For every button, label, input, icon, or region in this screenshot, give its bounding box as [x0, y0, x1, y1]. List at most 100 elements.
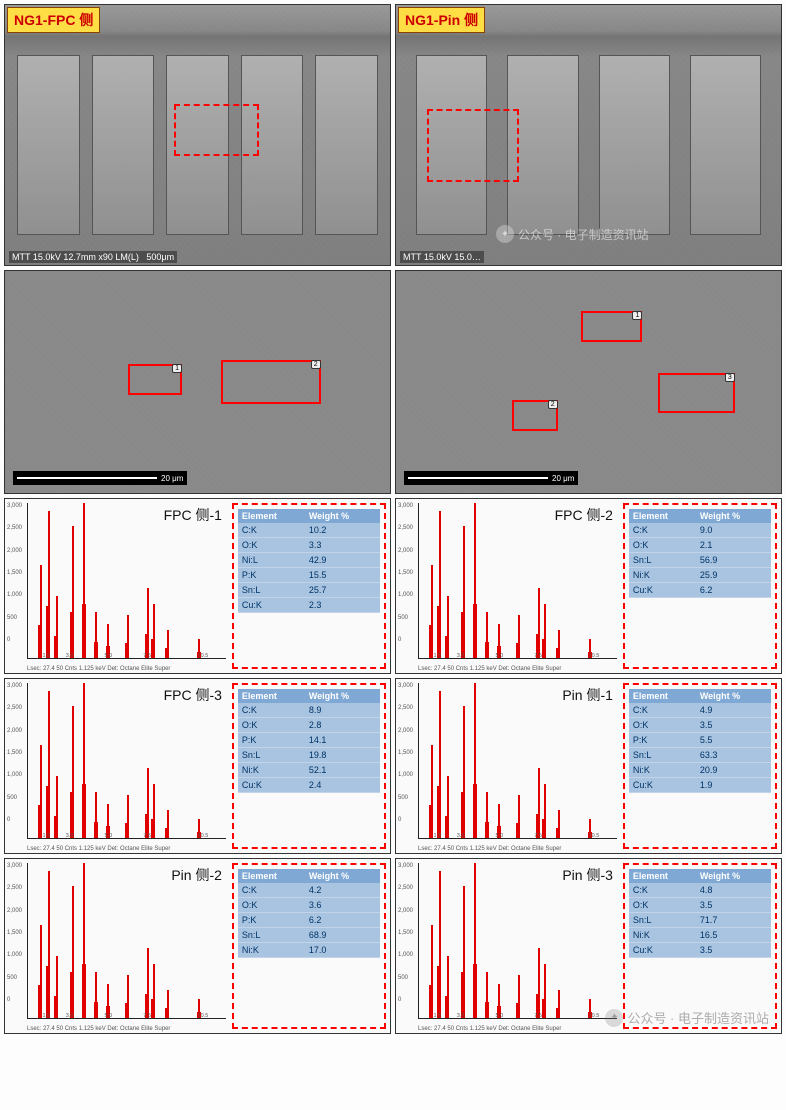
- peak-base: [46, 606, 50, 658]
- table-cell: O:K: [629, 898, 696, 913]
- peak-base: [437, 786, 441, 838]
- table-cell: 2.3: [305, 598, 380, 613]
- pin: [17, 55, 80, 235]
- table-header: Element: [238, 869, 305, 883]
- caption-text: MTT 15.0kV 15.0…: [403, 252, 481, 262]
- scalebar-line: [408, 477, 548, 479]
- y-ticks: 3,0002,5002,0001,5001,0005000: [398, 683, 413, 823]
- table-cell: O:K: [629, 718, 696, 733]
- table-cell: Sn:L: [238, 928, 305, 943]
- pin: [315, 55, 378, 235]
- table-row: P:K15.5: [238, 568, 380, 583]
- element-table: ElementWeight %C:K4.9O:K3.5P:K5.5Sn:L63.…: [629, 689, 771, 793]
- table-cell: 10.2: [305, 523, 380, 538]
- spectrum-panel: FPC 侧-23,0002,5002,0001,5001,00050001.53…: [395, 498, 782, 674]
- spectrum-panel: Pin 侧-13,0002,5002,0001,5001,00050001.53…: [395, 678, 782, 854]
- table-cell: 6.2: [305, 913, 380, 928]
- element-table: ElementWeight %C:K8.9O:K2.8P:K14.1Sn:L19…: [238, 689, 380, 793]
- table-cell: 4.9: [696, 703, 771, 718]
- sem-detail-image: 20 μm 123: [396, 271, 781, 493]
- sem-detail-image: 20 μm 1 2: [5, 271, 390, 493]
- spectrum-chart: [418, 503, 617, 659]
- roi-box: 1: [128, 364, 182, 395]
- sem-overview-pin: ✦ 公众号 · 电子制造资讯站 NG1-Pin 侧 MTT 15.0kV 15.…: [395, 4, 782, 266]
- table-header: Weight %: [696, 689, 771, 703]
- spectrum-panel: FPC 侧-13,0002,5002,0001,5001,00050001.53…: [4, 498, 391, 674]
- spectrum-footer: Lsec: 27.4 50 Cnts 1.125 keV Det: Octane…: [27, 666, 170, 672]
- peak-base: [46, 786, 50, 838]
- peak-base: [46, 966, 50, 1018]
- table-row: Cu:K2.3: [238, 598, 380, 613]
- watermark-text: 公众号 · 电子制造资讯站: [518, 226, 649, 243]
- table-row: Cu:K3.5: [629, 943, 771, 958]
- sem-detail-row: 20 μm 12 20 μm 123: [4, 270, 782, 494]
- table-header: Element: [629, 689, 696, 703]
- table-header: Element: [238, 509, 305, 523]
- table-row: Ni:L42.9: [238, 553, 380, 568]
- table-header: Element: [629, 509, 696, 523]
- table-cell: P:K: [238, 913, 305, 928]
- table-cell: Ni:K: [238, 763, 305, 778]
- table-header: Weight %: [305, 869, 380, 883]
- table-cell: C:K: [238, 883, 305, 898]
- peak-base: [461, 972, 465, 1018]
- scalebar-label: 20 μm: [161, 474, 183, 483]
- table-cell: 2.8: [305, 718, 380, 733]
- spectrum-row: Pin 侧-23,0002,5002,0001,5001,00050001.53…: [4, 858, 782, 1034]
- table-cell: 20.9: [696, 763, 771, 778]
- table-row: P:K5.5: [629, 733, 771, 748]
- table-row: O:K2.8: [238, 718, 380, 733]
- table-row: Sn:L25.7: [238, 583, 380, 598]
- element-table: ElementWeight %C:K10.2O:K3.3Ni:L42.9P:K1…: [238, 509, 380, 613]
- watermark-text: 公众号 · 电子制造资讯站: [627, 1008, 769, 1027]
- table-cell: Cu:K: [238, 598, 305, 613]
- watermark: ✦ 公众号 · 电子制造资讯站: [496, 225, 649, 243]
- element-table-area: ElementWeight %C:K4.8O:K3.5Sn:L71.7Ni:K1…: [623, 863, 777, 1029]
- scalebar: 20 μm: [13, 471, 187, 485]
- table-cell: Cu:K: [629, 778, 696, 793]
- x-ticks: 1.53.05.07.510.5: [27, 1013, 224, 1019]
- element-table-area: ElementWeight %C:K8.9O:K2.8P:K14.1Sn:L19…: [232, 683, 386, 849]
- table-row: C:K4.9: [629, 703, 771, 718]
- table-row: Sn:L63.3: [629, 748, 771, 763]
- sem-overview-fpc: NG1-FPC 侧 MTT 15.0kV 12.7mm x90 LM(L) 50…: [4, 4, 391, 266]
- table-cell: 4.2: [305, 883, 380, 898]
- roi-tag: 2: [548, 400, 558, 409]
- roi-box: 2: [221, 360, 321, 404]
- peak-base: [70, 792, 74, 838]
- table-cell: Ni:K: [629, 928, 696, 943]
- table-row: Ni:K20.9: [629, 763, 771, 778]
- table-cell: P:K: [238, 733, 305, 748]
- table-row: P:K14.1: [238, 733, 380, 748]
- table-cell: 56.9: [696, 553, 771, 568]
- table-row: Cu:K6.2: [629, 583, 771, 598]
- spectrum-chart-area: FPC 侧-23,0002,5002,0001,5001,00050001.53…: [396, 499, 619, 673]
- table-row: Ni:K17.0: [238, 943, 380, 958]
- peak-base: [461, 792, 465, 838]
- table-cell: Ni:K: [629, 763, 696, 778]
- table-cell: 42.9: [305, 553, 380, 568]
- table-header: Element: [629, 869, 696, 883]
- spectrum-chart: [27, 863, 226, 1019]
- table-cell: 1.9: [696, 778, 771, 793]
- x-ticks: 1.53.05.07.510.5: [418, 833, 615, 839]
- table-cell: Cu:K: [238, 778, 305, 793]
- roi-tag: 1: [632, 311, 642, 320]
- table-row: Cu:K2.4: [238, 778, 380, 793]
- pin: [690, 55, 761, 235]
- table-row: Ni:K16.5: [629, 928, 771, 943]
- table-cell: P:K: [629, 733, 696, 748]
- scalebar-line: [17, 477, 157, 479]
- table-cell: O:K: [238, 538, 305, 553]
- y-ticks: 3,0002,5002,0001,5001,0005000: [398, 503, 413, 643]
- sem-detail-left: 20 μm 1 2: [4, 270, 391, 494]
- peak-base: [473, 784, 477, 838]
- table-row: Sn:L68.9: [238, 928, 380, 943]
- scalebar: 20 μm: [404, 471, 578, 485]
- table-cell: 14.1: [305, 733, 380, 748]
- table-row: O:K3.6: [238, 898, 380, 913]
- spectrum-chart-area: Pin 侧-23,0002,5002,0001,5001,00050001.53…: [5, 859, 228, 1033]
- spectrum-chart-area: FPC 侧-33,0002,5002,0001,5001,00050001.53…: [5, 679, 228, 853]
- scalebar-label: 20 μm: [552, 474, 574, 483]
- table-cell: C:K: [629, 703, 696, 718]
